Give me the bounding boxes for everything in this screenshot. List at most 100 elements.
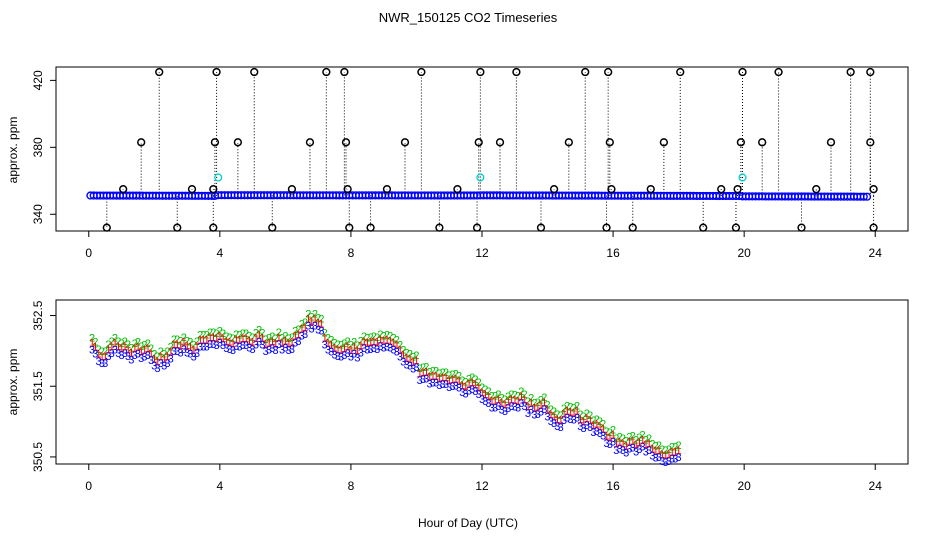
lower-mark-1: 1 <box>105 344 111 356</box>
lower-mark-2: 2 <box>102 346 108 358</box>
lower-mark-3: 3 <box>187 349 193 361</box>
lower-mark-1: 1 <box>289 337 295 349</box>
lower-mark-2: 2 <box>276 327 282 339</box>
lower-mark-3: 3 <box>640 441 646 453</box>
lower-mark-1: 1 <box>348 344 354 356</box>
lower-mark-1: 1 <box>518 391 524 403</box>
lower-mark-1: 1 <box>315 318 321 330</box>
lower-mark-3: 3 <box>551 418 557 430</box>
lower-mark-1: 1 <box>646 438 652 450</box>
lower-mark-3: 3 <box>433 378 439 390</box>
lower-mark-1: 1 <box>374 337 380 349</box>
outlier-point <box>472 223 482 232</box>
lower-mark-3: 3 <box>174 346 180 358</box>
lower-mark-2: 2 <box>659 444 665 456</box>
lower-mark-1: 1 <box>571 407 577 419</box>
lower-mark-2: 2 <box>171 334 177 346</box>
y-tick-label: 352.5 <box>31 300 45 330</box>
lower-mark-2: 2 <box>138 341 144 353</box>
outlier-point <box>233 138 243 147</box>
lower-mark-2: 2 <box>89 332 95 344</box>
lower-mark-1: 1 <box>328 340 334 352</box>
lower-mark-2: 2 <box>633 434 639 446</box>
lower-mark-3: 3 <box>368 344 374 356</box>
outlier-point <box>607 185 616 194</box>
lower-mark-2: 2 <box>581 411 587 423</box>
lower-mark-3: 3 <box>436 380 442 392</box>
lower-mark-2: 2 <box>351 337 357 349</box>
outlier-point <box>812 185 821 194</box>
lower-mark-1: 1 <box>299 323 305 335</box>
lower-mark-2: 2 <box>315 313 321 325</box>
lower-mark-2: 2 <box>626 431 632 443</box>
lower-mark-2: 2 <box>269 331 275 343</box>
lower-mark-3: 3 <box>443 379 449 391</box>
lower-mark-2: 2 <box>194 336 200 348</box>
lower-mark-1: 1 <box>558 415 564 427</box>
lower-mark-3: 3 <box>272 345 278 357</box>
lower-mark-1: 1 <box>305 313 311 325</box>
lower-mark-2: 2 <box>672 441 678 453</box>
lower-mark-2: 2 <box>272 333 278 345</box>
lower-mark-2: 2 <box>305 308 311 320</box>
lower-mark-3: 3 <box>276 339 282 351</box>
lower-mark-2: 2 <box>377 329 383 341</box>
lower-mark-2: 2 <box>240 328 246 340</box>
outlier-point <box>453 185 462 194</box>
lower-mark-3: 3 <box>449 381 455 393</box>
lower-mark-1: 1 <box>397 344 403 356</box>
x-tick-label: 20 <box>737 246 751 260</box>
lower-mark-3: 3 <box>371 343 377 355</box>
lower-mark-2: 2 <box>197 330 203 342</box>
lower-mark-1: 1 <box>148 348 154 360</box>
lower-mark-3: 3 <box>394 347 400 359</box>
lower-mark-3: 3 <box>518 398 524 410</box>
lower-mark-2: 2 <box>328 335 334 347</box>
lower-mark-2: 2 <box>656 440 662 452</box>
lower-mark-1: 1 <box>194 341 200 353</box>
lower-mark-2: 2 <box>653 441 659 453</box>
lower-mark-1: 1 <box>603 431 609 443</box>
lower-mark-2: 2 <box>292 325 298 337</box>
lower-mark-3: 3 <box>305 320 311 332</box>
lower-mark-3: 3 <box>236 342 242 354</box>
lower-mark-3: 3 <box>597 428 603 440</box>
lower-mark-3: 3 <box>171 346 177 358</box>
lower-mark-3: 3 <box>128 354 134 366</box>
outlier-point <box>733 185 742 194</box>
lower-mark-1: 1 <box>597 421 603 433</box>
lower-mark-1: 1 <box>676 445 682 457</box>
lower-mark-1: 1 <box>413 355 419 367</box>
lower-mark-3: 3 <box>479 394 485 406</box>
outlier-point <box>417 67 426 77</box>
lower-mark-2: 2 <box>325 332 331 344</box>
outlier-point <box>774 67 783 77</box>
lower-mark-1: 1 <box>495 394 501 406</box>
lower-mark-1: 1 <box>214 333 220 345</box>
lower-mark-2: 2 <box>531 398 537 410</box>
outlier-point <box>474 138 483 147</box>
lower-mark-1: 1 <box>207 332 213 344</box>
outlier-point <box>536 223 546 232</box>
outlier-point <box>628 223 637 232</box>
lower-mark-3: 3 <box>515 402 521 414</box>
lower-mark-3: 3 <box>345 348 351 360</box>
lower-mark-2: 2 <box>574 400 580 412</box>
lower-ylabel: approx. ppm <box>6 349 20 416</box>
lower-mark-1: 1 <box>482 389 488 401</box>
lower-mark-3: 3 <box>191 352 197 364</box>
x-tick-label: 16 <box>606 246 620 260</box>
lower-mark-1: 1 <box>223 336 229 348</box>
lower-mark-3: 3 <box>427 378 433 390</box>
lower-mark-3: 3 <box>148 355 154 367</box>
lower-mark-2: 2 <box>158 346 164 358</box>
lower-mark-2: 2 <box>361 331 367 343</box>
lower-mark-1: 1 <box>272 338 278 350</box>
lower-mark-3: 3 <box>141 352 147 364</box>
lower-mark-2: 2 <box>309 311 315 323</box>
lower-mark-1: 1 <box>240 333 246 345</box>
outlier-point <box>581 67 590 77</box>
lower-mark-1: 1 <box>649 443 655 455</box>
lower-mark-1: 1 <box>446 375 452 387</box>
lower-mark-2: 2 <box>482 384 488 396</box>
